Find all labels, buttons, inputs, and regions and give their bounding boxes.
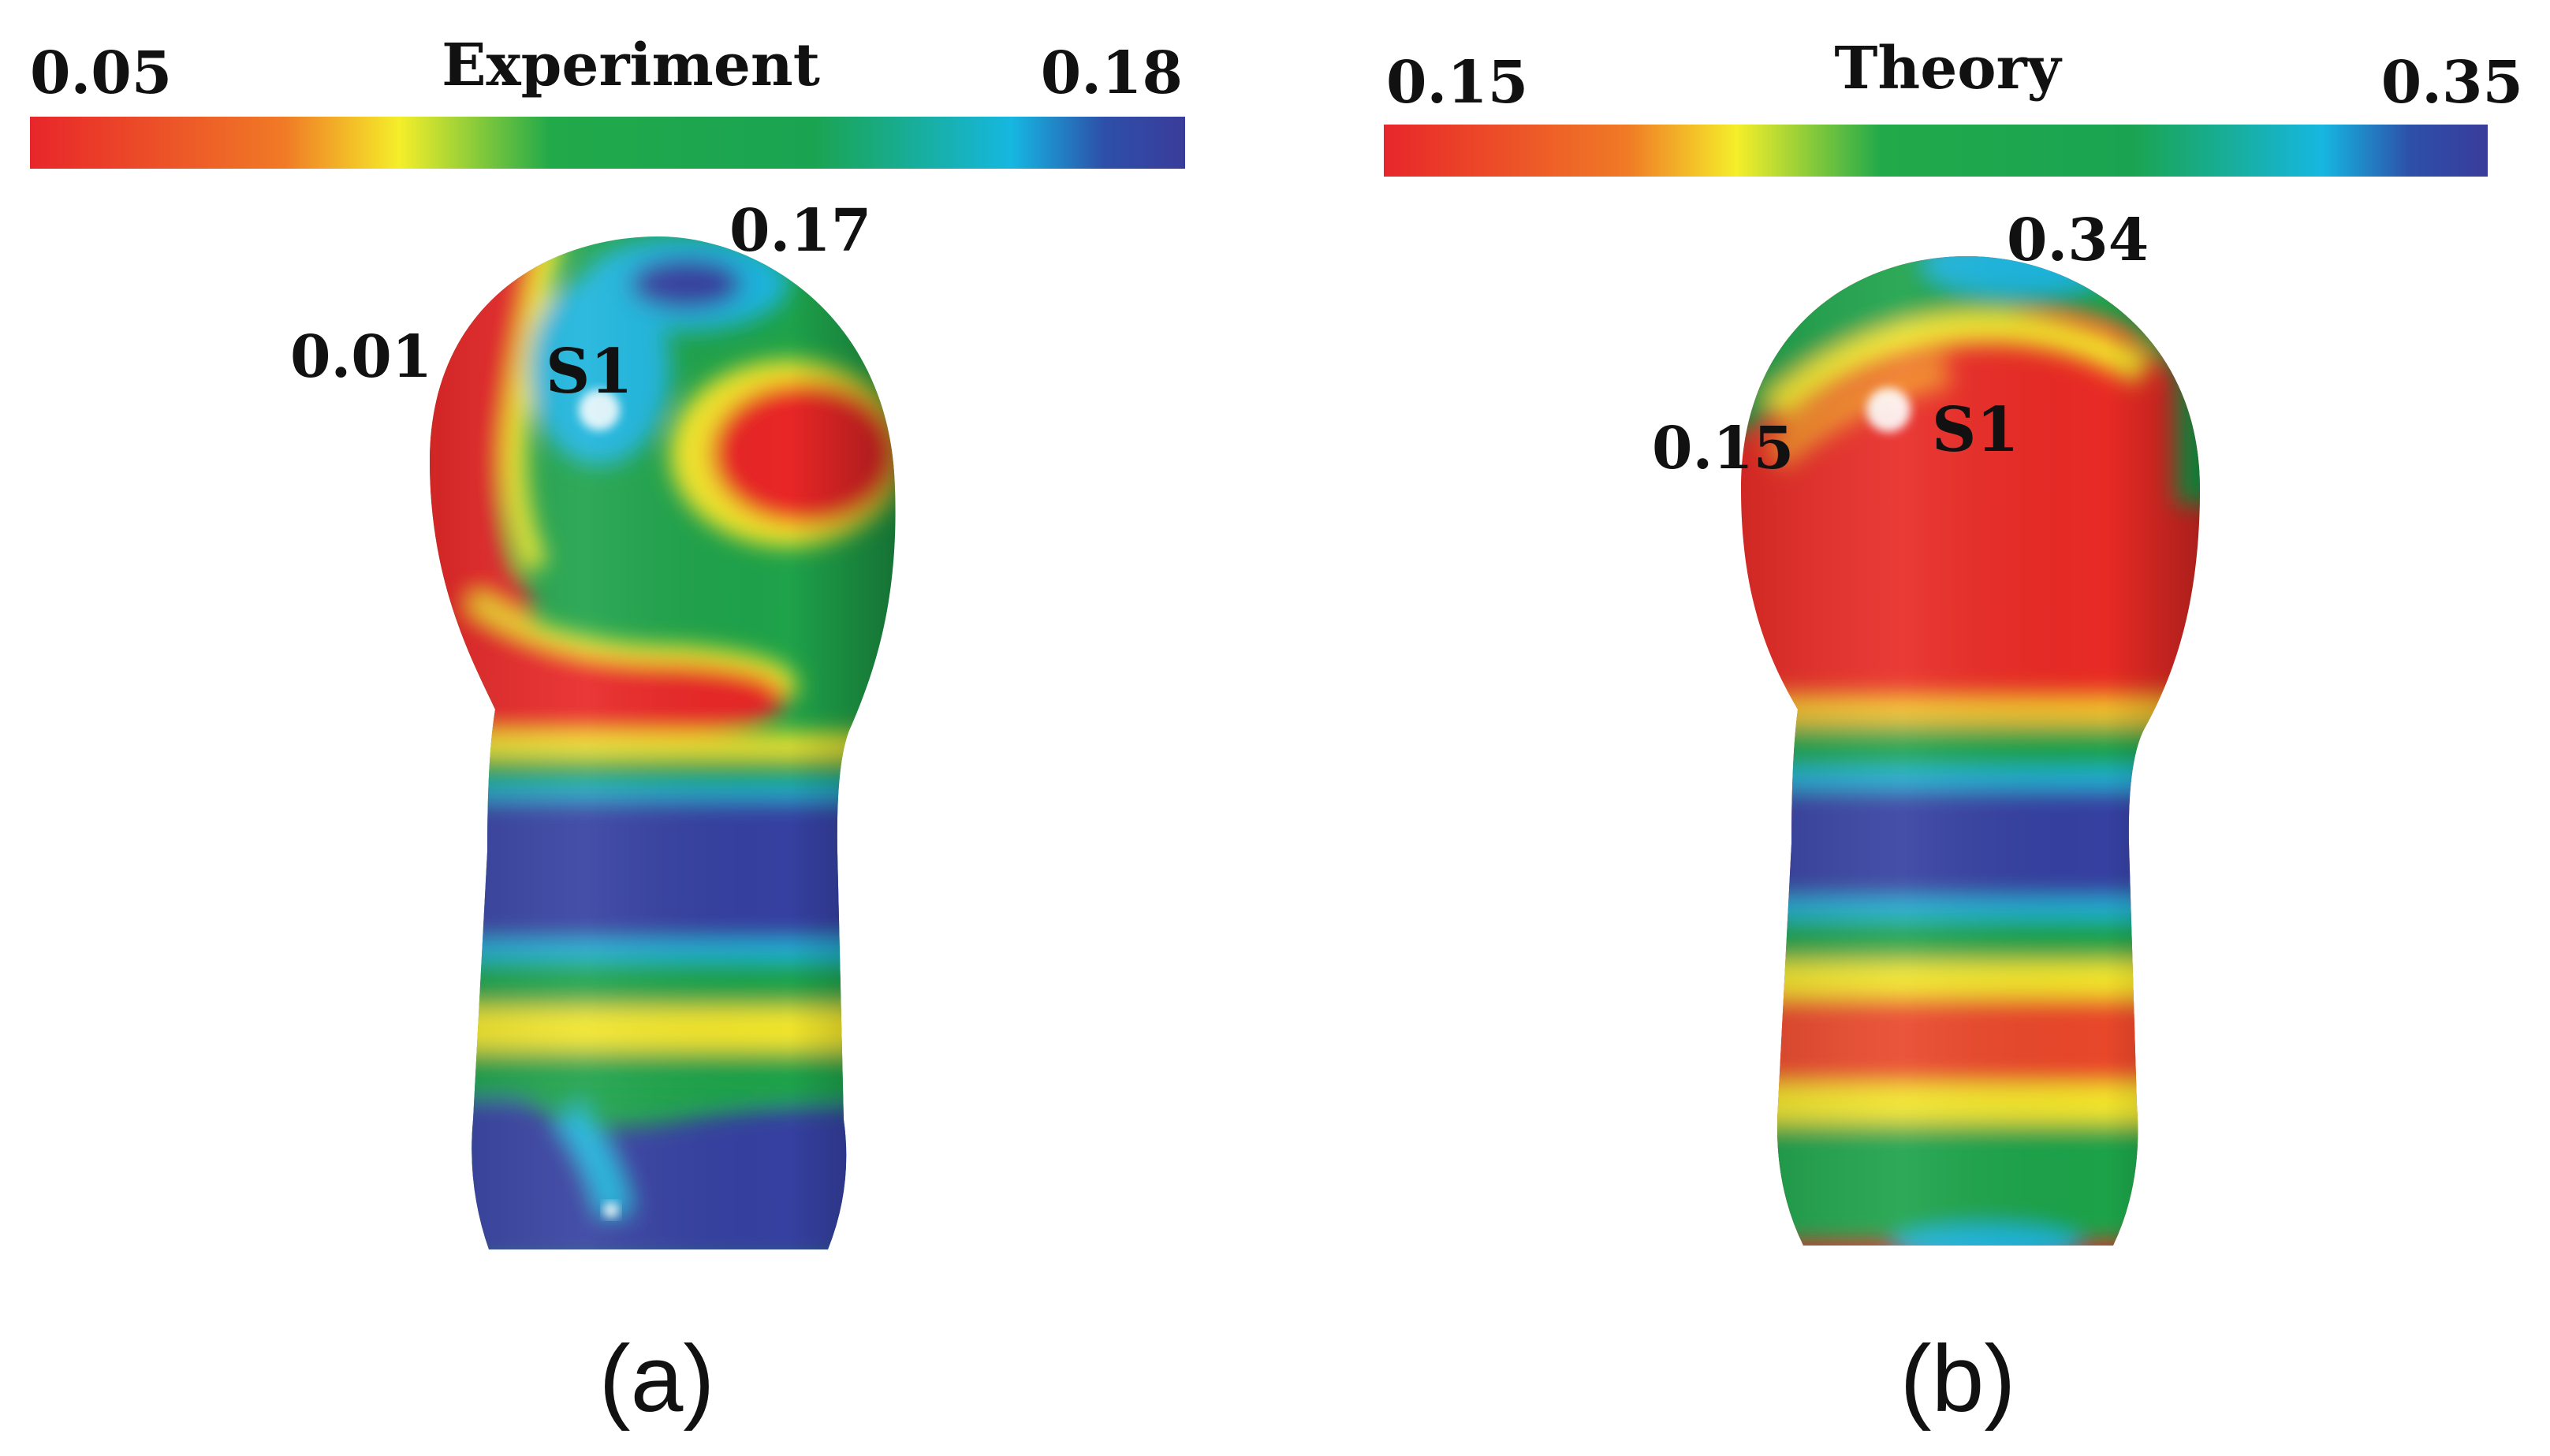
colorbar-b-min-label: 0.15 bbox=[1386, 49, 1528, 117]
panel-b: 0.15 Theory 0.35 bbox=[1384, 35, 2523, 1432]
colorbar-b-title: Theory bbox=[1834, 35, 2062, 102]
colorbar-b-max-label: 0.35 bbox=[2381, 49, 2523, 117]
annotation-b-low: 0.15 bbox=[1652, 415, 1794, 482]
colorbar-b: 0.15 Theory 0.35 bbox=[1384, 35, 2523, 177]
colorbar-a-title: Experiment bbox=[442, 32, 820, 99]
caption-a: (a) bbox=[599, 1326, 715, 1432]
colorbar-a-bar bbox=[30, 117, 1185, 169]
contour-surface-b bbox=[1741, 256, 2200, 1246]
panel-a: 0.05 Experiment 0.18 bbox=[30, 32, 1185, 1432]
annotation-a-low: 0.01 bbox=[290, 323, 432, 391]
colorbar-b-bar bbox=[1384, 125, 2488, 177]
colorbar-a-max-label: 0.18 bbox=[1041, 39, 1183, 107]
annotation-a-point: S1 bbox=[546, 336, 633, 408]
annotation-a-high: 0.17 bbox=[729, 197, 871, 265]
colorbar-a-min-label: 0.05 bbox=[30, 39, 172, 107]
contour-surface-a bbox=[430, 236, 896, 1249]
annotation-b-high: 0.34 bbox=[2007, 207, 2149, 274]
annotation-b-point: S1 bbox=[1932, 394, 2019, 466]
caption-b: (b) bbox=[1900, 1326, 2016, 1432]
colorbar-a: 0.05 Experiment 0.18 bbox=[30, 32, 1185, 169]
